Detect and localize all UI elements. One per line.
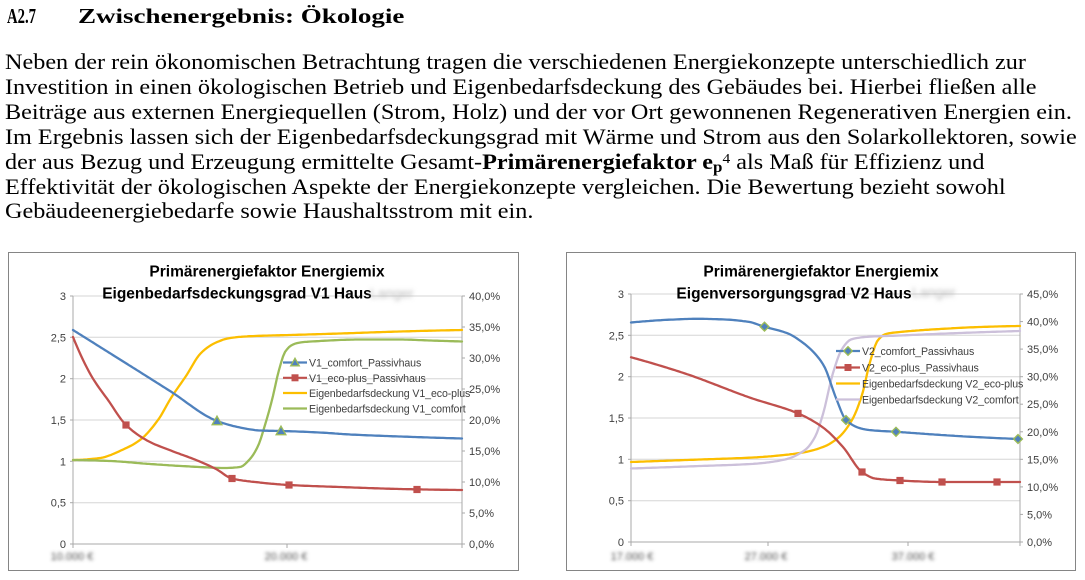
- svg-text:Primärenergiefaktor Energiemix: Primärenergiefaktor Energiemix: [703, 264, 939, 281]
- svg-text:35,0%: 35,0%: [469, 322, 500, 334]
- svg-text:5,0%: 5,0%: [469, 508, 494, 520]
- svg-text:V2_comfort_Passivhaus: V2_comfort_Passivhaus: [862, 346, 974, 358]
- svg-text:5,0%: 5,0%: [1027, 509, 1052, 521]
- svg-text:V1_comfort_Passivhaus: V1_comfort_Passivhaus: [309, 358, 421, 370]
- svg-text:V2_eco-plus_Passivhaus: V2_eco-plus_Passivhaus: [862, 363, 979, 375]
- svg-text:Eigenbedarfsdeckung V2_comfort: Eigenbedarfsdeckung V2_comfort: [862, 395, 1019, 407]
- svg-text:Eigenbedarfsdeckungsgrad V1 Ha: Eigenbedarfsdeckungsgrad V1 Haus: [102, 286, 372, 303]
- svg-text:2,5: 2,5: [609, 330, 624, 342]
- svg-text:2: 2: [60, 374, 66, 386]
- svg-text:2: 2: [618, 372, 624, 384]
- svg-text:15,0%: 15,0%: [469, 446, 500, 458]
- svg-text:30,0%: 30,0%: [1027, 372, 1058, 384]
- svg-text:17.000 €: 17.000 €: [611, 551, 654, 563]
- svg-text:2,5: 2,5: [51, 332, 66, 344]
- svg-text:0,5: 0,5: [609, 496, 624, 508]
- svg-text:45,0%: 45,0%: [1027, 289, 1058, 301]
- svg-text:Eigenbedarfsdeckung V1_eco-plu: Eigenbedarfsdeckung V1_eco-plus: [309, 388, 470, 400]
- svg-text:15,0%: 15,0%: [1027, 454, 1058, 466]
- svg-text:10.000 €: 10.000 €: [51, 551, 94, 563]
- svg-text:25,0%: 25,0%: [1027, 399, 1058, 411]
- svg-text:20.000 €: 20.000 €: [265, 551, 308, 563]
- svg-text:Langer: Langer: [912, 284, 956, 300]
- svg-text:0: 0: [618, 537, 624, 549]
- svg-text:0,5: 0,5: [51, 498, 66, 510]
- svg-text:20,0%: 20,0%: [1027, 427, 1058, 439]
- svg-text:1: 1: [618, 454, 624, 466]
- svg-text:Eigenbedarfsdeckung V1_comfort: Eigenbedarfsdeckung V1_comfort: [309, 404, 466, 416]
- svg-text:27.000 €: 27.000 €: [745, 551, 788, 563]
- svg-text:40,0%: 40,0%: [469, 291, 500, 303]
- svg-text:3: 3: [618, 289, 624, 301]
- svg-text:0,0%: 0,0%: [1027, 537, 1052, 549]
- svg-text:Eigenbedarfsdeckung V2_eco-plu: Eigenbedarfsdeckung V2_eco-plus: [862, 379, 1023, 391]
- svg-text:20,0%: 20,0%: [469, 415, 500, 427]
- svg-text:0,0%: 0,0%: [469, 539, 494, 551]
- svg-text:Primärenergiefaktor Energiemix: Primärenergiefaktor Energiemix: [149, 264, 385, 281]
- svg-text:3: 3: [60, 291, 66, 303]
- svg-text:Langer: Langer: [370, 285, 414, 301]
- svg-text:Eigenversorgungsgrad V2 Haus: Eigenversorgungsgrad V2 Haus: [676, 286, 911, 303]
- svg-text:1,5: 1,5: [51, 415, 66, 427]
- svg-text:40,0%: 40,0%: [1027, 317, 1058, 329]
- svg-text:10,0%: 10,0%: [469, 477, 500, 489]
- svg-text:V1_eco-plus_Passivhaus: V1_eco-plus_Passivhaus: [309, 373, 426, 385]
- svg-text:25,0%: 25,0%: [469, 384, 500, 396]
- svg-text:30,0%: 30,0%: [469, 353, 500, 365]
- svg-text:10,0%: 10,0%: [1027, 482, 1058, 494]
- svg-text:35,0%: 35,0%: [1027, 344, 1058, 356]
- svg-text:37.000 €: 37.000 €: [892, 551, 935, 563]
- svg-text:0: 0: [60, 539, 66, 551]
- svg-text:1,5: 1,5: [609, 413, 624, 425]
- svg-text:1: 1: [60, 456, 66, 468]
